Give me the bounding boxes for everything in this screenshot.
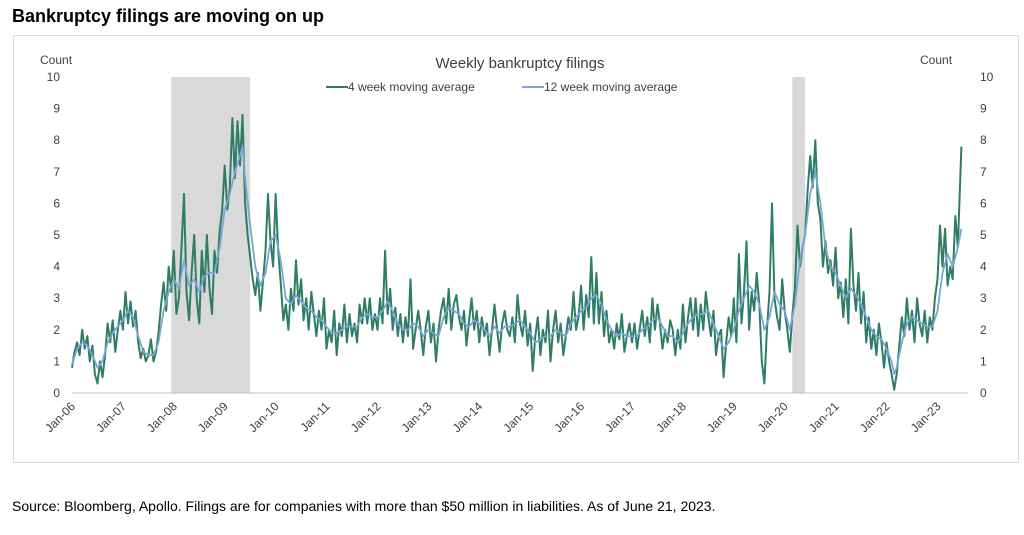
x-tick-Jan-11: Jan-11 [297, 399, 332, 434]
series-line-12-week [71, 145, 963, 375]
x-tick-Jan-18: Jan-18 [653, 399, 689, 435]
y-tick-left-4: 4 [53, 260, 60, 274]
x-tick-Jan-19: Jan-19 [704, 399, 740, 435]
y-tick-right-8: 8 [980, 133, 987, 147]
y-tick-left-5: 5 [53, 228, 60, 242]
x-tick-Jan-09: Jan-09 [195, 399, 231, 435]
y-tick-left-10: 10 [47, 70, 61, 84]
source-note: Source: Bloomberg, Apollo. Filings are f… [12, 498, 716, 514]
x-tick-Jan-15: Jan-15 [500, 399, 536, 435]
y-tick-right-7: 7 [980, 165, 987, 179]
y-tick-left-0: 0 [53, 386, 60, 400]
x-tick-Jan-23: Jan-23 [908, 399, 944, 435]
y-tick-left-2: 2 [53, 323, 60, 337]
y-tick-right-2: 2 [980, 323, 987, 337]
y-tick-left-9: 9 [53, 102, 60, 116]
y-tick-right-6: 6 [980, 196, 987, 210]
chart-frame: Weekly bankruptcy filings Count Count 0 0 1 1 2… [13, 35, 1019, 463]
y-axis-label-right: Count [920, 53, 953, 67]
x-tick-Jan-17: Jan-17 [602, 399, 638, 435]
x-tick-Jan-12: Jan-12 [348, 399, 384, 435]
y-tick-right-1: 1 [980, 354, 987, 368]
y-tick-left-6: 6 [53, 196, 60, 210]
y-tick-left-7: 7 [53, 165, 60, 179]
x-tick-Jan-20: Jan-20 [755, 399, 791, 435]
y-tick-left-1: 1 [53, 354, 60, 368]
y-tick-right-5: 5 [980, 228, 987, 242]
x-tick-Jan-14: Jan-14 [450, 399, 486, 435]
x-tick-Jan-07: Jan-07 [93, 399, 129, 435]
y-tick-right-3: 3 [980, 291, 987, 305]
x-tick-Jan-22: Jan-22 [857, 399, 893, 435]
y-axis-label-left: Count [40, 53, 73, 67]
y-tick-right-9: 9 [980, 102, 987, 116]
y-tick-right-0: 0 [980, 386, 987, 400]
x-tick-Jan-13: Jan-13 [399, 399, 435, 435]
chart-title: Weekly bankruptcy filings [436, 55, 605, 72]
y-tick-right-4: 4 [980, 260, 987, 274]
y-tick-left-3: 3 [53, 291, 60, 305]
x-tick-Jan-08: Jan-08 [144, 399, 180, 435]
legend-4-week-label: 4 week moving average [348, 80, 475, 94]
x-tick-Jan-10: Jan-10 [246, 399, 282, 435]
legend-12-week-label: 12 week moving average [544, 80, 678, 94]
y-tick-right-10: 10 [980, 70, 994, 84]
page-heading: Bankruptcy filings are moving on up [12, 6, 325, 26]
x-tick-Jan-06: Jan-06 [42, 399, 78, 435]
y-tick-left-8: 8 [53, 133, 60, 147]
x-tick-Jan-16: Jan-16 [551, 399, 587, 435]
x-tick-Jan-21: Jan-21 [806, 399, 842, 435]
